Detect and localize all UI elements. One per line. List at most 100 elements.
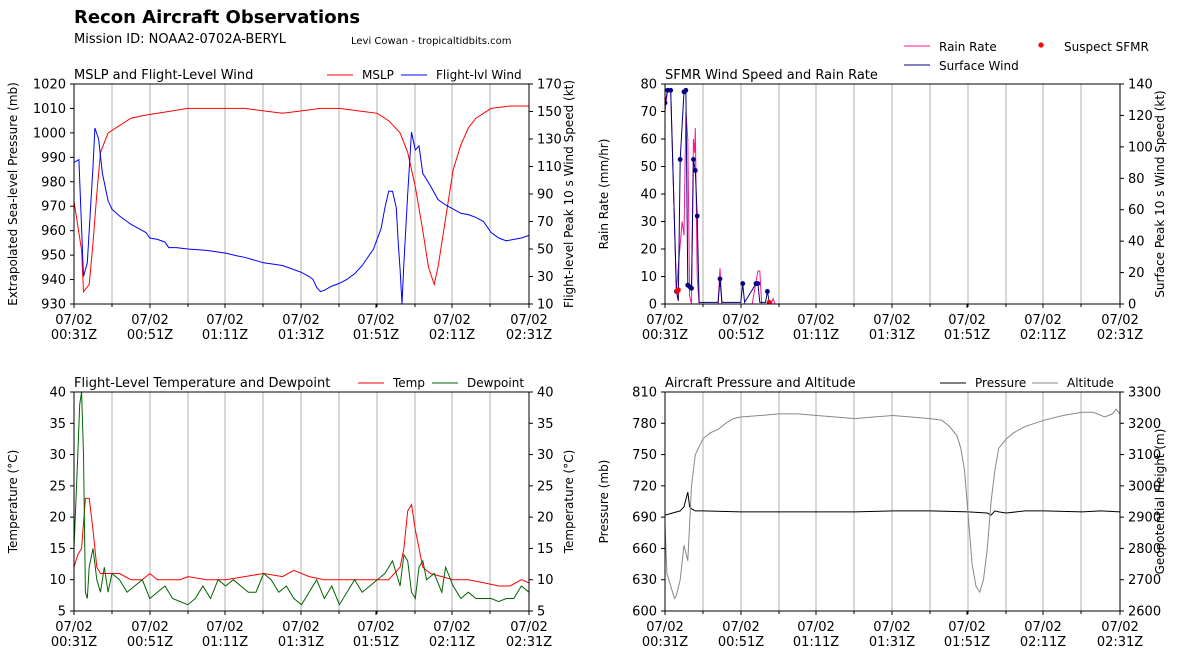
surface-wind-point [740,281,746,286]
x-tick-label-date: 07/02 [433,313,470,328]
y-tick-label: 780 [632,417,657,432]
surface-wind-point [764,289,770,294]
x-tick-label-time: 01:51Z [353,635,399,650]
x-tick-label-time: 01:51Z [944,635,990,650]
y-tick-label: 5 [58,605,66,620]
chart-title: Aircraft Pressure and Altitude [665,376,856,391]
x-tick-label-date: 07/02 [1101,313,1138,328]
y-tick-label: 35 [49,417,66,432]
chart-panel-1 [70,74,533,308]
y-tick-label: 10 [49,573,66,588]
y2-tick-label: 50 [537,243,554,258]
legend-label: MSLP [362,68,394,82]
y-tick-label: 40 [49,386,66,401]
x-tick-label-date: 07/02 [722,620,759,635]
x-tick-label-date: 07/02 [206,313,243,328]
y2-tick-label: 130 [537,133,562,148]
legend-marker-suspect [1038,42,1044,48]
y-tick-label: 0 [649,298,657,313]
y2-tick-label: 150 [537,105,562,120]
y2-tick-label: 120 [1128,109,1153,124]
x-tick-label-date: 07/02 [646,313,683,328]
y-axis-label: Temperature (°C) [6,450,20,555]
legend-label-suspect: Suspect SFMR [1064,40,1149,54]
x-tick-label-time: 01:51Z [944,328,990,343]
surface-wind-point [755,281,761,286]
x-tick-label-date: 07/02 [510,313,547,328]
y-tick-label: 25 [49,479,66,494]
x-tick-label-date: 07/02 [873,313,910,328]
y-tick-label: 950 [41,249,66,264]
y-tick-label: 30 [640,215,657,230]
y-tick-label: 630 [632,573,657,588]
x-tick-label-date: 07/02 [948,620,985,635]
y2-tick-label: 30 [537,448,554,463]
x-tick-label-date: 07/02 [873,620,910,635]
surface-wind-point [691,157,696,162]
legend-label: Temp [392,376,425,390]
x-tick-label-time: 00:31Z [642,328,688,343]
x-tick-label-time: 00:51Z [718,635,764,650]
x-tick-label-time: 01:31Z [869,635,915,650]
y2-axis-label: Geopotential Height (m) [1153,429,1167,575]
plot-frame [73,83,530,305]
plot-frame [664,391,1121,612]
x-tick-label-time: 02:31Z [1097,328,1143,343]
x-tick-label-time: 01:11Z [202,635,248,650]
x-tick-label-time: 02:11Z [429,328,475,343]
legend-label: Altitude [1067,376,1114,390]
y2-tick-label: 2800 [1128,542,1161,557]
y-tick-label: 10 [640,270,657,285]
x-tick-label-time: 01:11Z [202,328,248,343]
y-tick-label: 600 [632,605,657,620]
x-tick-label-time: 01:11Z [793,328,839,343]
x-tick-label-time: 02:11Z [1020,328,1066,343]
series-line-flight-lvl-wind [74,127,529,304]
y2-tick-label: 40 [1128,235,1145,250]
x-tick-label-time: 01:51Z [353,328,399,343]
y-tick-label: 940 [41,273,66,288]
y-tick-label: 810 [632,386,657,401]
y-tick-label: 990 [41,151,66,166]
x-tick-label-time: 01:11Z [793,635,839,650]
page-title: Recon Aircraft Observations [74,7,361,28]
x-tick-label-date: 07/02 [55,313,92,328]
series-line-altitude [665,408,1120,600]
y-tick-label: 980 [41,175,66,190]
x-tick-label-date: 07/02 [1024,620,1061,635]
surface-wind-point [665,100,668,106]
x-tick-label-time: 00:31Z [51,328,97,343]
x-tick-label-date: 07/02 [510,620,547,635]
x-tick-label-date: 07/02 [131,313,168,328]
plot-frame [73,391,530,612]
y-tick-label: 720 [632,479,657,494]
chart-title: Flight-Level Temperature and Dewpoint [74,376,330,391]
y-tick-label: 750 [632,448,657,463]
plot-frame [664,83,1121,305]
y2-tick-label: 5 [537,605,545,620]
mission-id: Mission ID: NOAA2-0702A-BERYL [74,32,286,47]
y-tick-label: 70 [640,105,657,120]
series-line-mslp [74,105,529,294]
x-tick-label-date: 07/02 [722,313,759,328]
x-tick-label-date: 07/02 [131,620,168,635]
surface-wind-point [689,285,694,291]
y-tick-label: 60 [640,133,657,148]
surface-wind-point [692,168,698,173]
surface-wind-point [683,87,689,93]
y2-tick-label: 40 [537,386,554,401]
chart-panel-4 [661,382,1124,615]
y2-tick-label: 80 [1128,172,1145,187]
y2-tick-label: 20 [1128,266,1145,281]
y2-tick-label: 10 [537,573,554,588]
y2-tick-label: 2600 [1128,605,1161,620]
series-line-dewpoint [74,392,529,606]
x-tick-label-date: 07/02 [646,620,683,635]
y2-tick-label: 3300 [1128,386,1161,401]
x-tick-label-time: 01:31Z [869,328,915,343]
y-tick-label: 1010 [33,102,66,117]
y2-tick-label: 2900 [1128,511,1161,526]
x-tick-label-date: 07/02 [282,620,319,635]
surface-wind-point [668,87,674,93]
